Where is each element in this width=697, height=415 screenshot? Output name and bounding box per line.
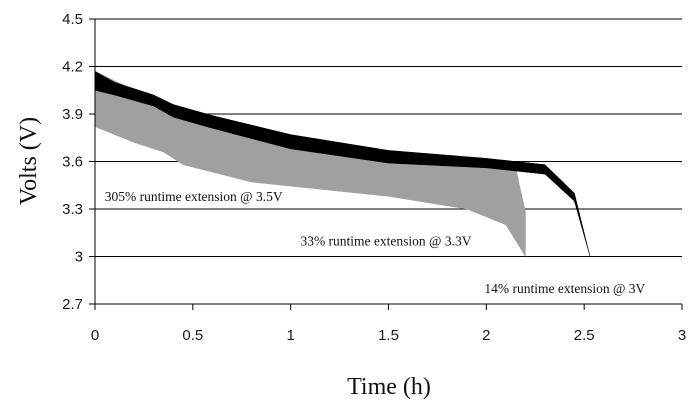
- annotations: 305% runtime extension @ 3.5V 33% runtime…: [105, 189, 646, 296]
- series-bands: [94, 70, 591, 258]
- series-band-2: [94, 70, 591, 257]
- y-tick-label: 2.7: [62, 296, 83, 313]
- x-tick-label: 3: [678, 327, 686, 344]
- x-axis-title: Time (h): [347, 374, 431, 400]
- axes: [89, 18, 683, 310]
- x-tick-labels: 0 0.5 1 1.5 2 2.5 3: [91, 327, 686, 344]
- x-tick-label: 2.5: [574, 327, 595, 344]
- annotation-label: 14% runtime extension @ 3V: [484, 281, 645, 296]
- y-tick-label: 3.6: [62, 154, 83, 171]
- y-axis-title: Volts (V): [16, 117, 42, 205]
- y-tick-label: 4.5: [62, 11, 83, 28]
- y-tick-labels: 2.7 3 3.3 3.6 3.9 4.2 4.5: [62, 11, 83, 313]
- annotation-label: 305% runtime extension @ 3.5V: [105, 189, 283, 204]
- annotation-label: 33% runtime extension @ 3.3V: [300, 233, 471, 248]
- x-tick-label: 0: [91, 327, 99, 344]
- y-tick-label: 3: [75, 249, 83, 266]
- x-tick-label: 1: [286, 327, 294, 344]
- x-tick-label: 2: [482, 327, 490, 344]
- y-tick-label: 4.2: [62, 59, 83, 76]
- x-tick-label: 0.5: [182, 327, 203, 344]
- x-tick-label: 1.5: [378, 327, 399, 344]
- y-tick-label: 3.9: [62, 106, 83, 123]
- y-tick-label: 3.3: [62, 201, 83, 218]
